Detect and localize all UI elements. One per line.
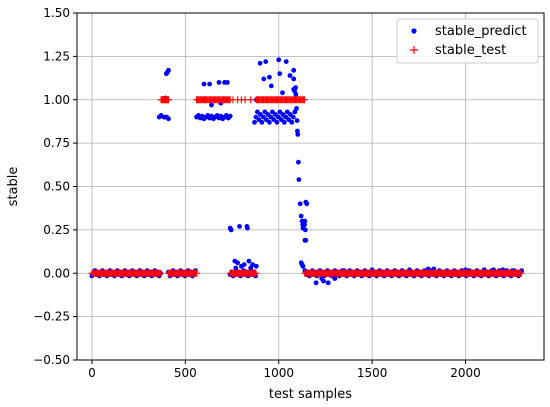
data-point-stable-predict	[325, 280, 331, 286]
x-tick-label: 0	[88, 366, 96, 380]
grid-lines	[77, 12, 544, 361]
data-point-stable-predict	[163, 71, 169, 77]
data-point-stable-predict	[263, 59, 269, 64]
data-point-stable-predict	[201, 81, 207, 87]
data-point-stable-predict	[319, 276, 325, 281]
data-point-stable-predict	[259, 119, 265, 125]
data-point-stable-predict	[296, 177, 302, 183]
data-point-stable-predict	[294, 118, 300, 123]
y-tick-label: −0.25	[33, 310, 70, 324]
data-point-stable-predict	[277, 71, 283, 77]
x-tick-label: 1500	[357, 366, 388, 380]
data-point-stable-predict	[245, 225, 250, 231]
data-point-stable-test	[252, 269, 260, 277]
data-point-stable-test	[165, 96, 173, 104]
y-tick-label: 0.75	[43, 136, 70, 150]
data-point-stable-predict	[216, 80, 222, 85]
legend: stable_predict stable_test	[396, 18, 539, 64]
data-point-stable-predict	[291, 67, 297, 73]
data-point-stable-predict	[302, 227, 308, 233]
data-point-stable-predict	[257, 60, 263, 66]
data-point-stable-predict	[253, 263, 259, 269]
data-point-stable-predict	[300, 263, 306, 269]
data-point-stable-predict	[237, 224, 242, 229]
data-point-stable-predict	[261, 76, 267, 82]
data-point-stable-predict	[293, 92, 299, 97]
data-point-stable-predict	[228, 227, 234, 233]
data-point-stable-test	[517, 269, 525, 277]
data-point-stable-predict	[248, 265, 254, 271]
series-stable-predict	[89, 57, 524, 286]
data-point-stable-predict	[166, 67, 171, 73]
data-point-stable-test	[156, 269, 164, 277]
x-axis-ticks: 0 500 1000 1500 2000	[88, 360, 481, 380]
x-tick-label: 500	[174, 366, 197, 380]
data-point-stable-predict	[291, 76, 297, 82]
data-point-stable-predict	[283, 59, 289, 64]
data-point-stable-predict	[166, 116, 171, 122]
data-point-stable-predict	[302, 218, 308, 224]
data-point-stable-predict	[295, 132, 301, 137]
legend-label-stable-test: stable_test	[435, 43, 506, 58]
legend-marker-stable-predict	[411, 28, 417, 34]
data-point-stable-predict	[304, 201, 310, 207]
data-point-stable-predict	[302, 222, 307, 228]
data-point-stable-predict	[289, 119, 295, 125]
legend-marker-stable-test	[410, 46, 418, 54]
y-tick-label: −0.50	[33, 353, 70, 367]
data-point-stable-predict	[233, 265, 239, 271]
data-point-stable-predict	[225, 80, 230, 85]
y-tick-label: 0.50	[43, 180, 70, 194]
data-point-stable-predict	[274, 119, 280, 125]
y-axis-ticks: −0.50 −0.25 0.00 0.25 0.50 0.75 1.00 1.25 1.50	[33, 6, 77, 367]
y-tick-label: 0.25	[43, 223, 70, 237]
data-point-stable-predict	[281, 119, 287, 125]
data-point-stable-predict	[209, 102, 214, 108]
legend-label-stable-predict: stable_predict	[435, 24, 527, 39]
data-point-stable-test	[247, 96, 255, 104]
data-point-stable-predict	[303, 237, 309, 243]
data-point-stable-predict	[267, 119, 272, 125]
data-point-stable-predict	[235, 260, 241, 266]
data-point-stable-predict	[241, 262, 247, 267]
data-point-stable-predict	[296, 159, 301, 165]
y-tick-label: 1.00	[43, 93, 70, 107]
data-point-stable-predict	[276, 57, 282, 63]
y-tick-label: 1.25	[43, 49, 70, 63]
data-point-stable-predict	[252, 119, 257, 125]
y-axis-label: stable	[6, 167, 21, 207]
data-point-stable-predict	[246, 258, 252, 264]
data-point-stable-predict	[267, 74, 272, 80]
x-axis-label: test samples	[269, 387, 352, 402]
data-point-stable-predict	[207, 81, 213, 87]
x-tick-label: 1000	[263, 366, 294, 380]
y-tick-label: 1.50	[43, 6, 70, 20]
data-point-stable-predict	[227, 113, 233, 119]
data-point-stable-predict	[298, 213, 304, 219]
data-point-stable-test	[301, 96, 309, 104]
data-point-stable-predict	[294, 106, 299, 111]
data-point-stable-predict	[290, 114, 296, 120]
data-point-stable-predict	[313, 280, 319, 286]
x-tick-label: 2000	[450, 366, 481, 380]
data-point-stable-predict	[293, 85, 298, 90]
data-point-stable-predict	[287, 73, 293, 78]
data-point-stable-test	[193, 269, 201, 277]
data-point-stable-predict	[297, 201, 303, 207]
series-stable-test	[88, 96, 525, 277]
legend-box	[396, 18, 539, 64]
data-point-stable-predict	[280, 90, 285, 96]
data-point-stable-predict	[268, 83, 274, 89]
data-point-stable-predict	[332, 276, 338, 281]
y-tick-label: 0.00	[43, 266, 70, 280]
